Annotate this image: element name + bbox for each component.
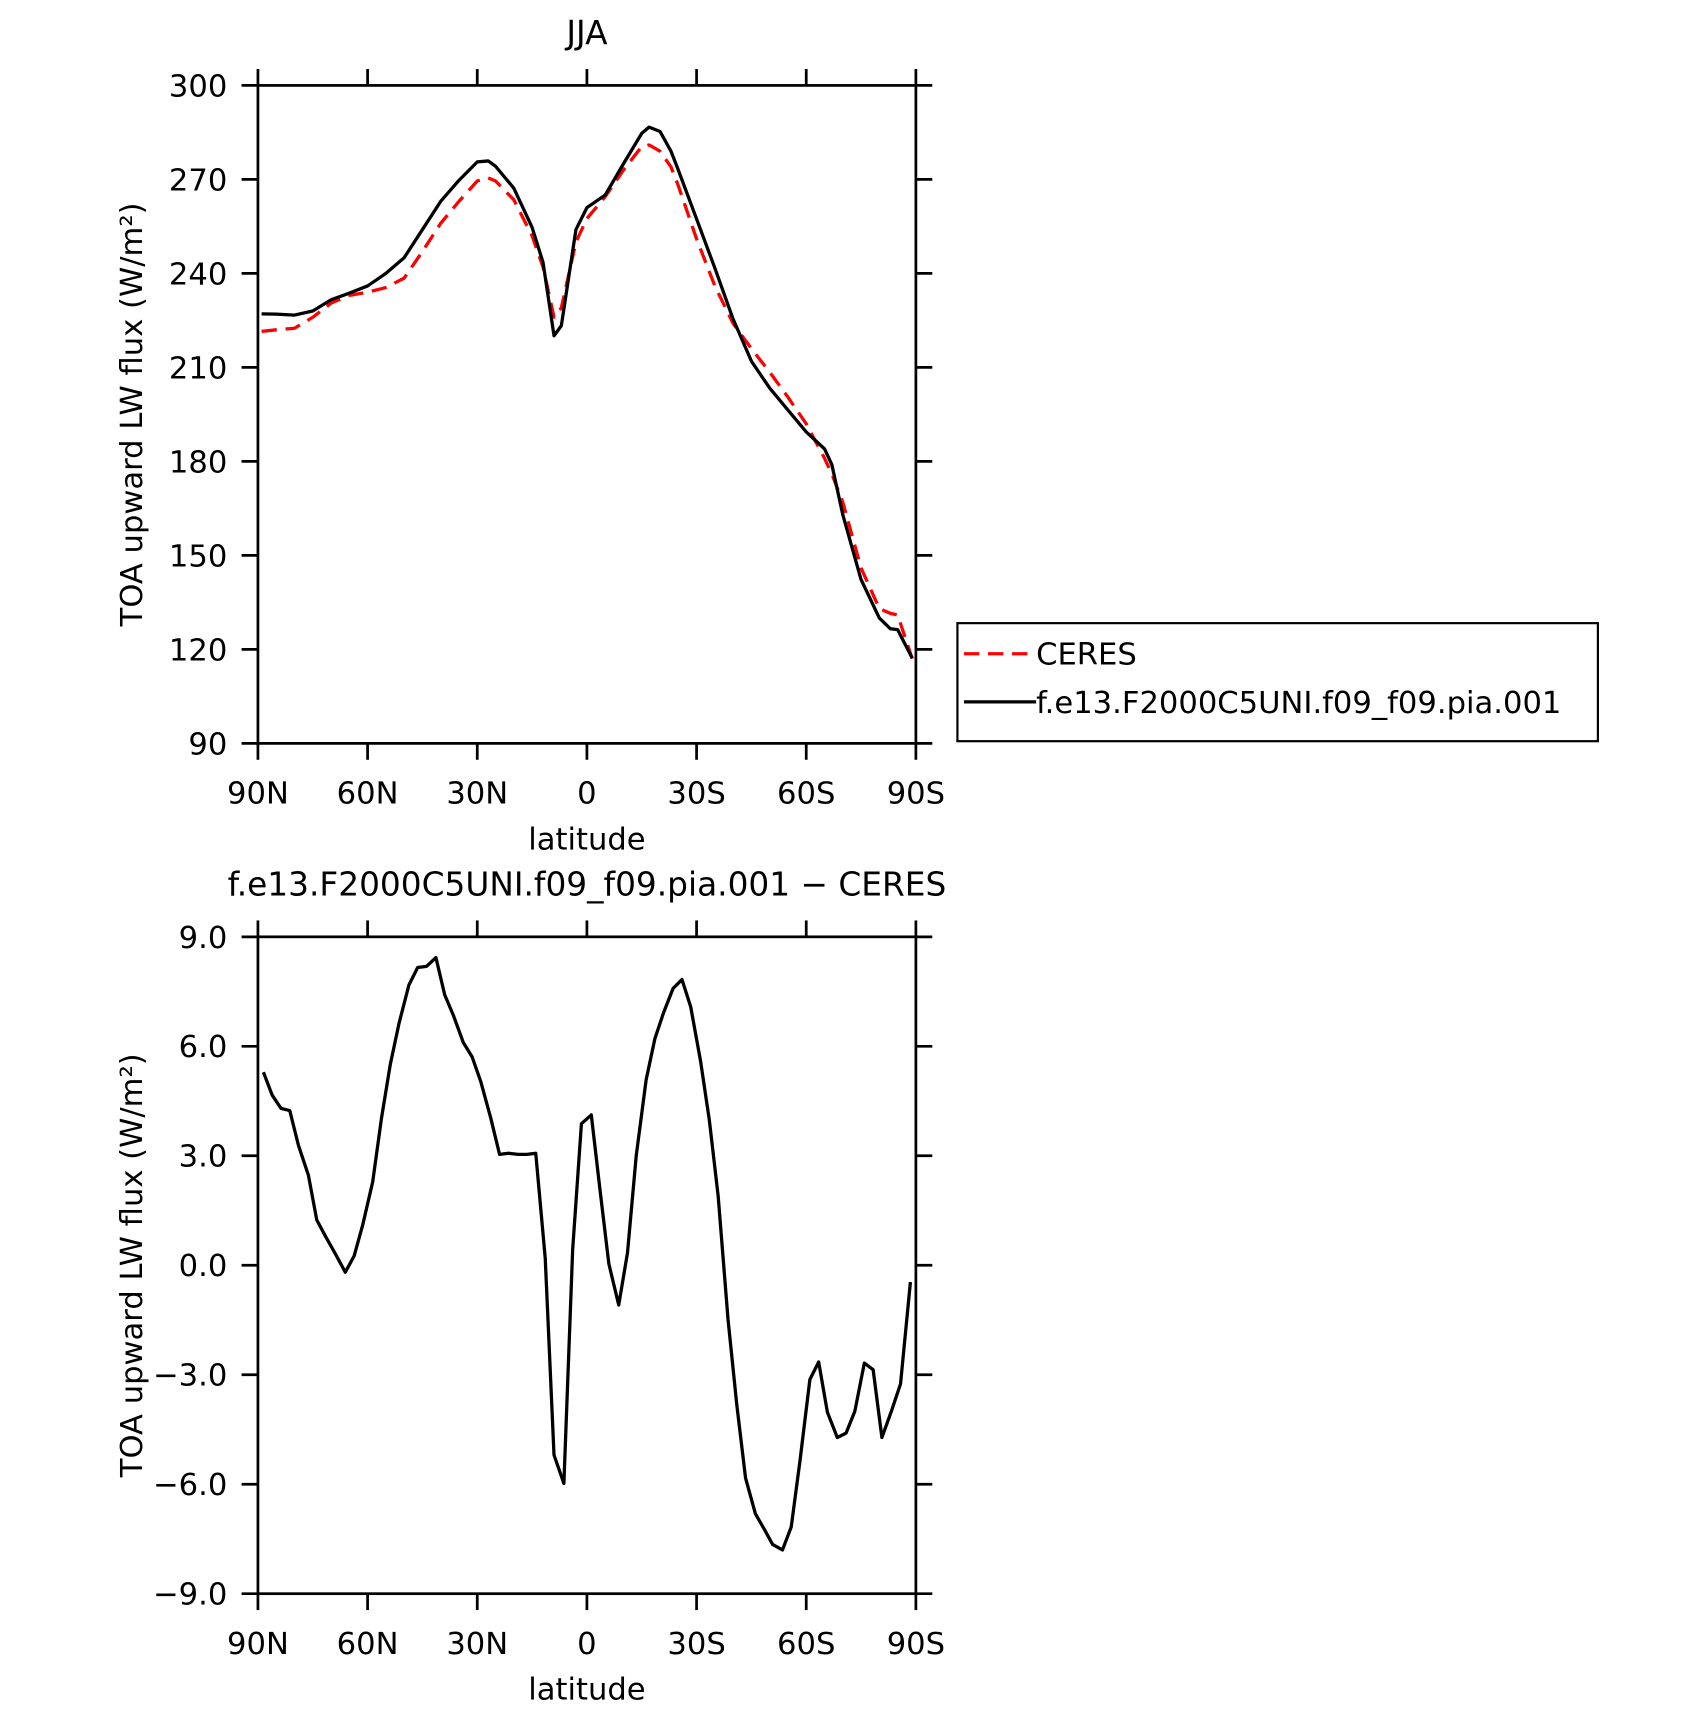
y-tick-label: 270 (169, 163, 227, 198)
y-tick-label: 9.0 (179, 921, 228, 956)
legend-box (956, 622, 1599, 743)
x-axis-label: latitude (528, 822, 645, 857)
y-tick-label: −3.0 (153, 1359, 227, 1394)
x-tick-label: 60S (777, 776, 835, 811)
data-line (261, 955, 913, 1552)
x-tick-label: 0 (577, 1627, 596, 1662)
y-axis-label: TOA upward LW flux (W/m²) (115, 1053, 150, 1478)
data-line (261, 125, 914, 659)
plot-frame (256, 935, 918, 1596)
x-axis-label: latitude (528, 1673, 645, 1708)
y-tick-label: 120 (169, 633, 227, 668)
y-tick-label: 150 (169, 539, 227, 574)
y-tick-label: 90 (188, 727, 227, 762)
chart-title: JJA (564, 14, 608, 52)
legend-label: CERES (1036, 638, 1137, 673)
y-tick-label: 3.0 (179, 1140, 228, 1175)
y-tick-label: −6.0 (153, 1468, 227, 1503)
x-tick-label: 90S (887, 776, 945, 811)
y-tick-label: 0.0 (179, 1249, 228, 1284)
data-line (261, 143, 914, 660)
x-tick-label: 90S (887, 1627, 945, 1662)
x-tick-label: 30S (667, 1627, 725, 1662)
legend-label: f.e13.F2000C5UNI.f09_f09.pia.001 (1036, 686, 1561, 721)
x-tick-label: 90N (227, 1627, 289, 1662)
x-tick-label: 60N (337, 776, 399, 811)
x-tick-label: 30N (446, 776, 508, 811)
y-tick-label: 240 (169, 257, 227, 292)
x-tick-label: 90N (227, 776, 289, 811)
x-tick-label: 30N (446, 1627, 508, 1662)
plot-frame (256, 84, 918, 745)
y-tick-label: 180 (169, 445, 227, 480)
x-tick-label: 0 (577, 776, 596, 811)
x-tick-label: 60N (337, 1627, 399, 1662)
y-axis-label: TOA upward LW flux (W/m²) (115, 202, 150, 627)
y-tick-label: 6.0 (179, 1030, 228, 1065)
x-tick-label: 60S (777, 1627, 835, 1662)
chart-title: f.e13.F2000C5UNI.f09_f09.pia.001 − CERES (228, 865, 947, 903)
y-tick-label: 210 (169, 351, 227, 386)
y-tick-label: −9.0 (153, 1578, 227, 1613)
y-tick-label: 300 (169, 69, 227, 104)
x-tick-label: 30S (667, 776, 725, 811)
